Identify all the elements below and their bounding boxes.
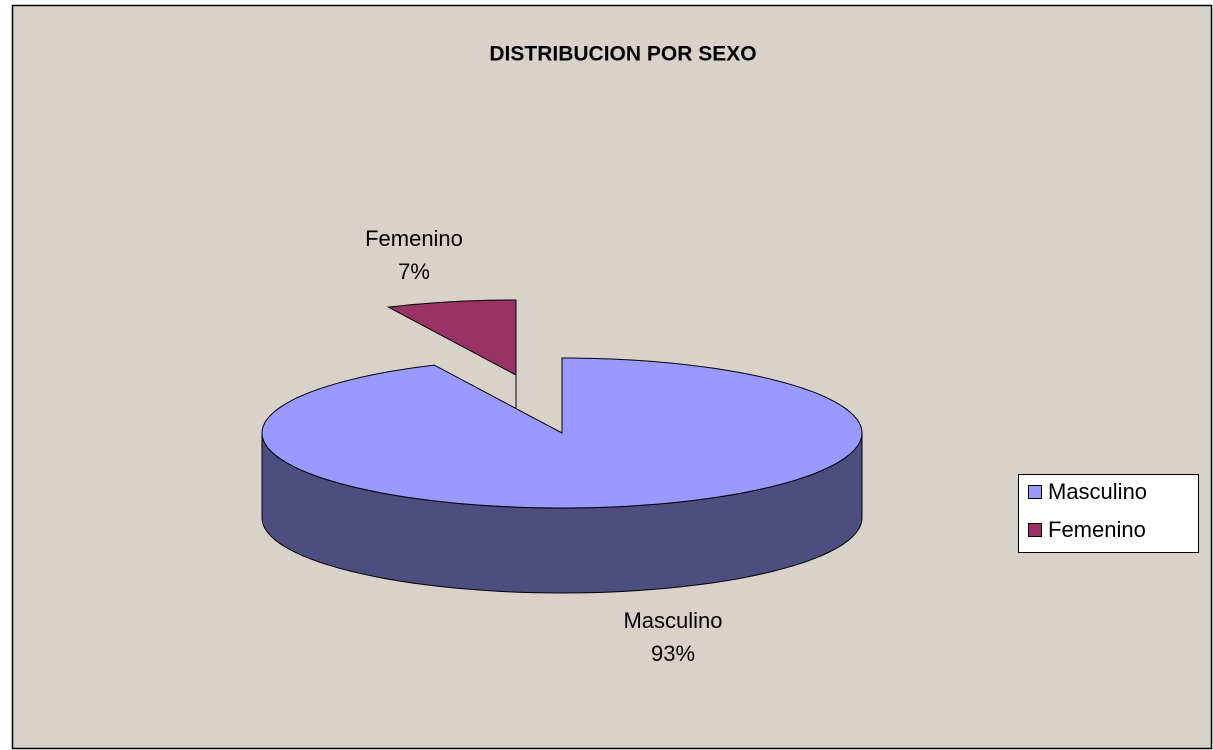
legend bbox=[1018, 474, 1199, 553]
data-label: 93% bbox=[651, 641, 695, 666]
data-label: 7% bbox=[398, 259, 430, 284]
data-label-category: Masculino bbox=[623, 608, 722, 633]
slice bbox=[386, 299, 517, 376]
legend-swatch bbox=[1028, 523, 1042, 537]
legend-label: Femenino bbox=[1048, 517, 1146, 542]
legend-label: Masculino bbox=[1048, 479, 1147, 504]
legend-swatch bbox=[1028, 485, 1042, 499]
data-label-category: Femenino bbox=[365, 226, 463, 251]
pie bbox=[261, 299, 863, 594]
chart-title: DISTRIBUCION POR SEXO bbox=[489, 43, 756, 66]
slice bbox=[261, 357, 863, 509]
